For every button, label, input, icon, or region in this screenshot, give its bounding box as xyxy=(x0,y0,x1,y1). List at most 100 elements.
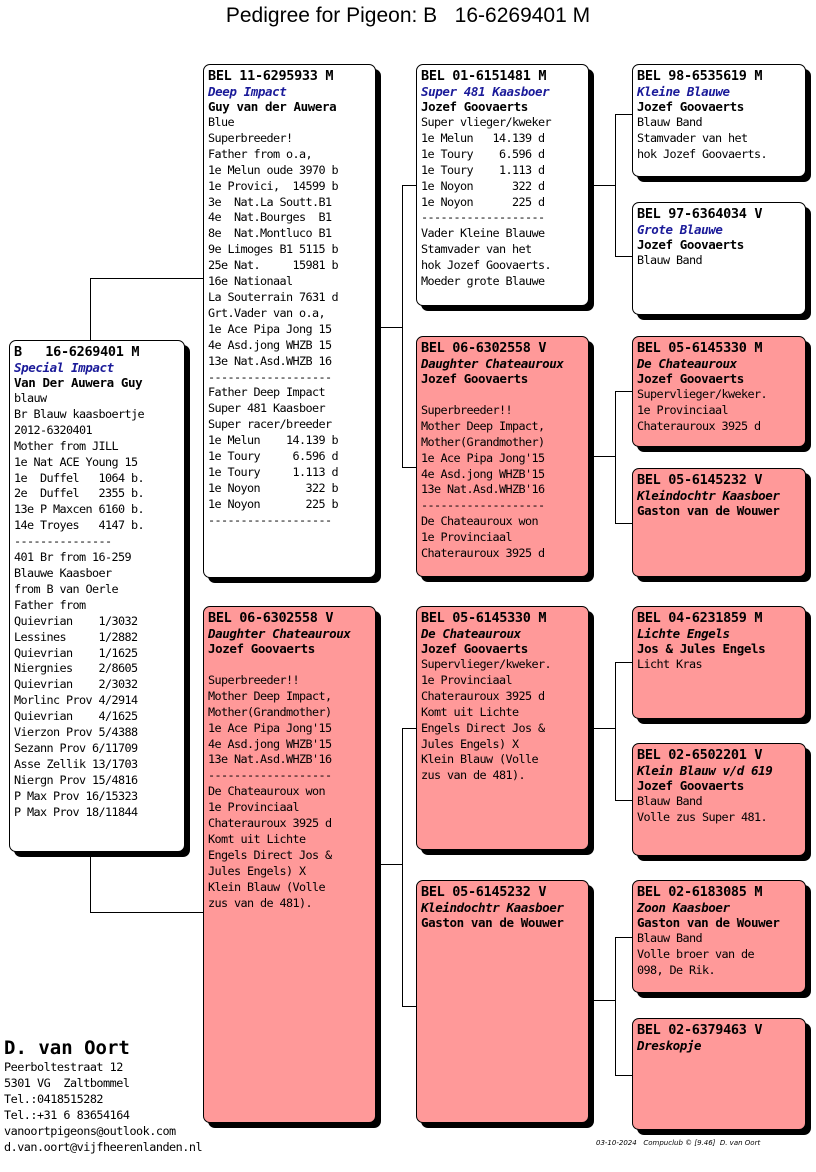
info-line: Vierzon Prov 5/4388 xyxy=(14,725,138,740)
owner-name: Jos & Jules Engels xyxy=(637,641,766,656)
connector-line xyxy=(90,278,205,279)
connector-line xyxy=(90,852,91,912)
pigeon-card-mf-mother[interactable]: BEL 02-6502201 V Klein Blauw v/d 619 Jozef… xyxy=(632,743,806,856)
breeder-email[interactable]: d.van.oort@vijfheerenlanden.nl xyxy=(4,1140,203,1154)
info-line: 401 Br from 16-259 xyxy=(14,550,132,565)
info-line: 1e Noyon 322 d xyxy=(421,178,545,193)
owner-name: Jozef Goovaerts xyxy=(637,237,744,252)
info-line: Volle zus Super 481. xyxy=(637,809,768,824)
info-line: 4e Asd.jong WHZB'15 xyxy=(421,466,545,481)
connector-line xyxy=(376,327,402,328)
ring-number: BEL 02-6183085 M xyxy=(637,884,763,900)
pigeon-card-mm-father[interactable]: BEL 02-6183085 M Zoon Kaasboer Gaston van … xyxy=(632,880,806,993)
owner-name: Jozef Goovaerts xyxy=(208,641,315,656)
pigeon-name: Daughter Chateauroux xyxy=(421,356,564,371)
pigeon-card-fm-mother[interactable]: BEL 05-6145232 V Kleindochtr Kaasboer Gast… xyxy=(632,468,806,577)
info-line: Sezann Prov 6/11709 xyxy=(14,740,138,755)
owner-name: Jozef Goovaerts xyxy=(421,99,528,114)
info-line: Stamvader van het xyxy=(421,242,532,257)
info-line xyxy=(421,387,584,403)
pigeon-card-ff-mother[interactable]: BEL 97-6364034 V Grote Blauwe Jozef Goovae… xyxy=(632,202,806,315)
info-line: Mother Deep Impact, xyxy=(208,688,332,703)
pigeon-card-fm-father[interactable]: BEL 05-6145330 M De Chateauroux Jozef Goov… xyxy=(632,336,806,447)
info-line: De Chateauroux won xyxy=(421,514,539,529)
pigeon-card-ff-father[interactable]: BEL 98-6535619 M Kleine Blauwe Jozef Goova… xyxy=(632,64,806,177)
pigeon-card-father-mother[interactable]: BEL 06-6302558 V Daughter Chateauroux Joze… xyxy=(416,336,589,577)
info-line: Father Deep Impact xyxy=(208,385,326,400)
info-line: Moeder grote Blauwe xyxy=(421,274,545,289)
connector-line xyxy=(589,456,615,457)
info-line: ------------------- xyxy=(208,512,332,527)
pigeon-card-father[interactable]: BEL 11-6295933 M Deep Impact Guy van der A… xyxy=(203,64,376,578)
info-line: Quievrian 1/1625 xyxy=(14,645,138,660)
connector-line xyxy=(615,114,633,115)
info-line: 1e Ace Pipa Jong'15 xyxy=(208,720,332,735)
connector-line xyxy=(615,937,633,938)
info-line: 1e Provinciaal xyxy=(208,800,300,815)
connector-line xyxy=(615,662,633,663)
info-line: zus van de 481). xyxy=(208,895,313,910)
ring-number: BEL 05-6145232 V xyxy=(637,472,763,488)
owner-name: Gaston van de Wouwer xyxy=(637,503,780,518)
info-line: Asse Zellik 13/1703 xyxy=(14,756,138,771)
info-line: 1e Melun 14.139 d xyxy=(421,130,545,145)
pigeon-name: Kleine Blauwe xyxy=(637,84,730,99)
info-line: 1e Provici, 14599 b xyxy=(208,178,339,193)
info-line: 1e Melun 14.139 b xyxy=(208,433,339,448)
breeder-address-line: 5301 VG Zaltbommel xyxy=(4,1076,130,1090)
pigeon-name: Deep Impact xyxy=(208,84,287,99)
info-line: 1e Toury 6.596 d xyxy=(208,449,339,464)
info-line: hok Jozef Goovaerts. xyxy=(421,258,552,273)
ring-number: BEL 98-6535619 M xyxy=(637,68,763,84)
pigeon-card-mm-mother[interactable]: BEL 02-6379463 V Dreskopje xyxy=(632,1018,806,1130)
pigeon-card-mother[interactable]: BEL 06-6302558 V Daughter Chateauroux Joze… xyxy=(203,606,376,1123)
pigeon-name: Kleindochtr Kaasboer xyxy=(637,488,780,503)
connector-line xyxy=(615,523,633,524)
info-line: 1e Noyon 225 d xyxy=(421,194,545,209)
pigeon-name: Super 481 Kaasboer xyxy=(421,84,550,99)
ring-number: BEL 11-6295933 M xyxy=(208,68,334,84)
info-line: ------------------- xyxy=(208,768,332,783)
info-line: Grt.Vader van o.a, xyxy=(208,305,326,320)
info-line: 9e Limoges B1 5115 b xyxy=(208,242,339,257)
pigeon-name: De Chateauroux xyxy=(421,626,521,641)
connector-line xyxy=(376,864,402,865)
info-line: Br Blauw kaasboertje xyxy=(14,406,145,421)
info-line: Klein Blauw (Volle xyxy=(421,752,539,767)
info-line: 4e Asd.jong WHZB 15 xyxy=(208,337,332,352)
info-line: 1e Toury 1.113 d xyxy=(208,464,339,479)
owner-name: Jozef Goovaerts xyxy=(421,371,528,386)
info-line: 1e Melun oude 3970 b xyxy=(208,162,339,177)
ring-number: BEL 02-6502201 V xyxy=(637,747,763,763)
connector-line xyxy=(402,728,418,729)
owner-name: Gaston van de Wouwer xyxy=(421,915,564,930)
pigeon-card-mf-father[interactable]: BEL 04-6231859 M Lichte Engels Jos & Jules… xyxy=(632,606,806,719)
info-line: Blauw Band xyxy=(637,794,703,808)
info-line: 1e Nat ACE Young 15 xyxy=(14,454,138,469)
pigeon-name: Special Impact xyxy=(14,360,114,375)
info-line: --------------- xyxy=(14,534,112,549)
info-line: Supervlieger/kweker. xyxy=(637,387,768,401)
info-line: Volle broer van de xyxy=(637,946,755,961)
pigeon-card-subject[interactable]: B 16-6269401 M Special Impact Van Der Auwe… xyxy=(9,340,185,852)
info-line: Superbreeder! xyxy=(208,130,293,145)
pigeon-card-mother-mother[interactable]: BEL 05-6145232 V Kleindochtr Kaasboer Gast… xyxy=(416,880,589,1123)
info-line: 1e Duffel 1064 b. xyxy=(14,470,145,485)
pigeon-card-mother-father[interactable]: BEL 05-6145330 M De Chateauroux Jozef Goov… xyxy=(416,606,589,850)
connector-line xyxy=(589,1000,615,1001)
info-line: Chaterauroux 3925 d xyxy=(637,418,761,433)
info-line: La Souterrain 7631 d xyxy=(208,289,339,304)
info-line: Mother from JILL xyxy=(14,438,119,453)
pigeon-card-father-father[interactable]: BEL 01-6151481 M Super 481 Kaasboer Jozef … xyxy=(416,64,589,306)
info-line: Blauw Band xyxy=(637,115,703,129)
info-line: Superbreeder!! xyxy=(421,402,513,417)
info-line: 16e Nationaal xyxy=(208,274,293,289)
info-line: 13e P Maxcen 6160 b. xyxy=(14,502,145,517)
breeder-info: D. van Oort Peerboltestraat 12 5301 VG Z… xyxy=(4,1037,203,1155)
info-line: P Max Prov 18/11844 xyxy=(14,804,138,819)
ring-number: B 16-6269401 M xyxy=(14,344,140,360)
breeder-email[interactable]: vanoortpigeons@outlook.com xyxy=(4,1124,176,1138)
page-title: Pedigree for Pigeon: B 16-6269401 M xyxy=(225,4,591,27)
info-line: Father from o.a, xyxy=(208,146,313,161)
connector-line xyxy=(589,185,615,186)
